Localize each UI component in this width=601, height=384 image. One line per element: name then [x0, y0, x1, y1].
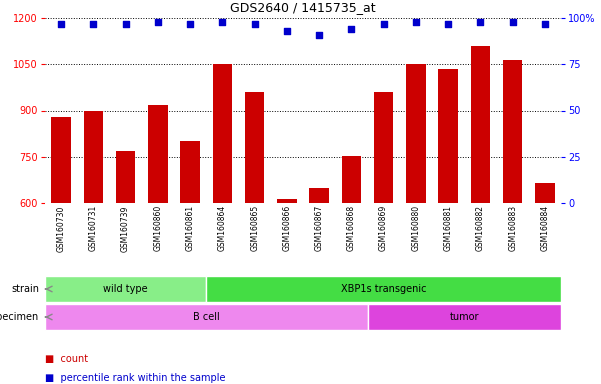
Text: GSM160883: GSM160883	[508, 205, 517, 251]
Bar	[406, 64, 426, 203]
Point	[540, 20, 550, 26]
Text: ■  count: ■ count	[45, 354, 88, 364]
Text: GSM160865: GSM160865	[250, 205, 259, 252]
Bar	[374, 92, 393, 203]
Text: GSM160730: GSM160730	[56, 205, 66, 252]
Text: GSM160884: GSM160884	[540, 205, 549, 251]
Text: GSM160882: GSM160882	[476, 205, 485, 251]
Bar	[213, 64, 232, 203]
Text: specimen: specimen	[0, 312, 39, 322]
Text: tumor: tumor	[450, 312, 479, 322]
Bar	[367, 305, 561, 329]
Point	[508, 19, 517, 25]
Point	[444, 20, 453, 26]
Text: GSM160866: GSM160866	[282, 205, 291, 252]
Point	[314, 31, 324, 38]
Text: GSM160739: GSM160739	[121, 205, 130, 252]
Bar	[116, 151, 135, 203]
Bar	[84, 111, 103, 203]
Bar	[206, 276, 561, 301]
Bar	[45, 276, 206, 301]
Bar	[245, 92, 264, 203]
Bar	[342, 156, 361, 203]
Text: XBP1s transgenic: XBP1s transgenic	[341, 284, 426, 294]
Bar	[310, 188, 329, 203]
Title: GDS2640 / 1415735_at: GDS2640 / 1415735_at	[230, 1, 376, 14]
Point	[379, 20, 388, 26]
Bar	[535, 183, 555, 203]
Text: GSM160864: GSM160864	[218, 205, 227, 252]
Point	[153, 19, 163, 25]
Text: ■  percentile rank within the sample: ■ percentile rank within the sample	[45, 373, 225, 383]
Text: GSM160881: GSM160881	[444, 205, 453, 251]
Bar	[45, 305, 367, 329]
Point	[411, 19, 421, 25]
Point	[185, 20, 195, 26]
Point	[56, 20, 66, 26]
Text: B cell: B cell	[193, 312, 219, 322]
Bar	[277, 199, 296, 203]
Bar	[148, 105, 168, 203]
Text: strain: strain	[11, 284, 39, 294]
Point	[218, 19, 227, 25]
Bar	[439, 69, 458, 203]
Text: wild type: wild type	[103, 284, 148, 294]
Text: GSM160731: GSM160731	[89, 205, 98, 252]
Bar	[503, 60, 522, 203]
Text: GSM160867: GSM160867	[315, 205, 323, 252]
Point	[121, 20, 130, 26]
Point	[88, 20, 98, 26]
Point	[282, 28, 291, 34]
Point	[250, 20, 260, 26]
Text: GSM160868: GSM160868	[347, 205, 356, 251]
Point	[475, 19, 485, 25]
Text: GSM160861: GSM160861	[186, 205, 195, 251]
Bar	[180, 141, 200, 203]
Text: GSM160869: GSM160869	[379, 205, 388, 252]
Text: GSM160880: GSM160880	[411, 205, 420, 251]
Text: GSM160860: GSM160860	[153, 205, 162, 252]
Point	[347, 26, 356, 32]
Bar	[471, 46, 490, 203]
Bar	[52, 117, 71, 203]
